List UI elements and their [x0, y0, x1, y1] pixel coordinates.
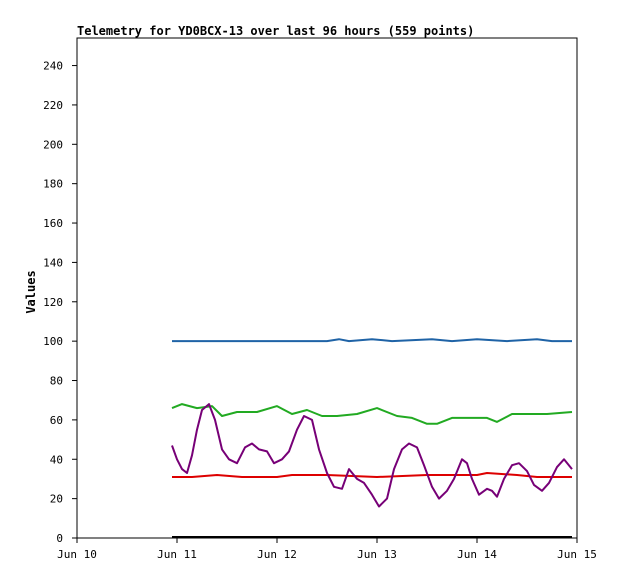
- y-tick-label: 240: [43, 60, 63, 73]
- y-tick-label: 100: [43, 335, 63, 348]
- series-line-2: [171, 403, 573, 425]
- y-tick-label: 60: [50, 414, 63, 427]
- y-tick-label: 20: [50, 493, 63, 506]
- y-tick-label: 120: [43, 296, 63, 309]
- chart-title: Telemetry for YD0BCX-13 over last 96 hou…: [77, 24, 474, 38]
- x-tick-label: Jun 14: [457, 548, 497, 561]
- x-tick-label: Jun 12: [257, 548, 297, 561]
- series-line-1: [172, 338, 572, 343]
- y-tick-label: 220: [43, 99, 63, 112]
- x-tick-label: Jun 11: [157, 548, 197, 561]
- y-tick-label: 180: [43, 178, 63, 191]
- y-tick-label: 0: [56, 532, 63, 545]
- y-tick-label: 160: [43, 217, 63, 230]
- series-line-3: [172, 472, 572, 478]
- series-layer: [171, 338, 573, 508]
- x-tick-label: Jun 15: [557, 548, 597, 561]
- y-tick-label: 80: [50, 375, 63, 388]
- y-tick-label: 200: [43, 138, 63, 151]
- y-axis: 0 20 40 60 80 100 120 140 160 180 200 220 240: [43, 60, 77, 545]
- y-tick-label: 140: [43, 256, 63, 269]
- x-tick-label: Jun 13: [357, 548, 397, 561]
- y-tick-label: 40: [50, 453, 63, 466]
- plot-area: [76, 37, 578, 539]
- series-line-4: [171, 403, 573, 508]
- y-axis-label: Values: [24, 270, 38, 313]
- x-tick-label: Jun 10: [57, 548, 97, 561]
- x-axis: Jun 10 Jun 11 Jun 12 Jun 13 Jun 14 Jun 15: [57, 538, 597, 561]
